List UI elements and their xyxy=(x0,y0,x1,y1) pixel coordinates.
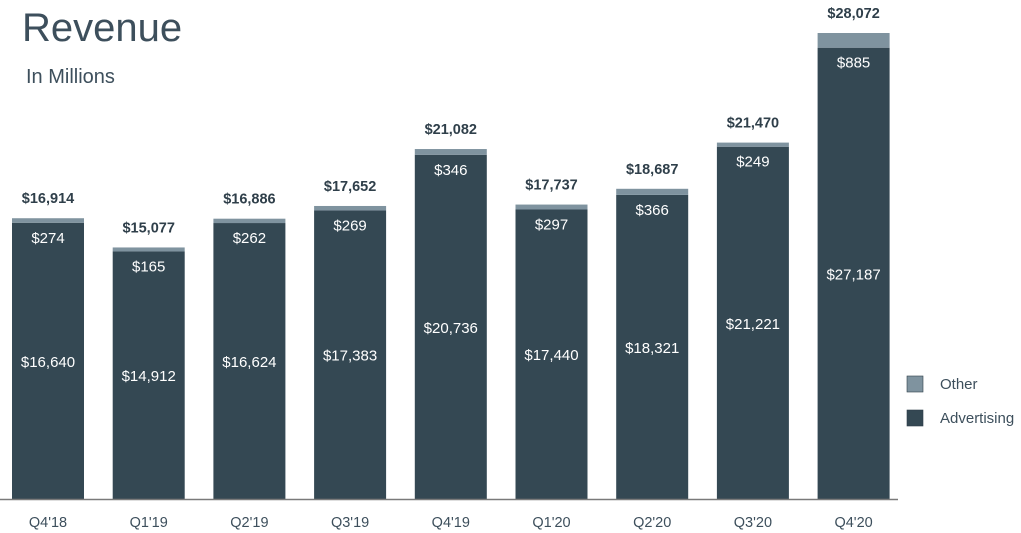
bar-other xyxy=(414,149,487,155)
x-tick-label: Q4'20 xyxy=(834,515,872,531)
bar-other xyxy=(112,247,185,252)
bar-advertising xyxy=(112,251,185,499)
other-value-label: $269 xyxy=(333,217,366,234)
bar-other xyxy=(12,218,84,223)
total-label: $18,687 xyxy=(626,162,678,178)
x-tick-label: Q2'19 xyxy=(230,515,268,531)
bar-advertising xyxy=(716,146,789,499)
bar-other xyxy=(716,142,789,147)
advertising-value-label: $20,736 xyxy=(424,320,478,337)
total-label: $21,470 xyxy=(727,116,779,132)
x-tick-label: Q1'19 xyxy=(130,515,168,531)
other-value-label: $297 xyxy=(535,216,568,233)
bar-other xyxy=(817,33,890,48)
advertising-value-label: $21,221 xyxy=(726,316,780,333)
x-tick-label: Q3'19 xyxy=(331,515,369,531)
total-label: $21,082 xyxy=(425,122,477,138)
other-value-label: $274 xyxy=(31,230,64,247)
total-label: $17,737 xyxy=(525,178,577,194)
other-value-label: $885 xyxy=(837,55,870,72)
bar-other xyxy=(213,218,286,224)
legend-swatch-other xyxy=(906,375,924,393)
advertising-value-label: $27,187 xyxy=(826,266,880,283)
bar-advertising xyxy=(616,194,689,499)
advertising-value-label: $17,440 xyxy=(524,347,578,364)
chart-subtitle: In Millions xyxy=(26,66,115,88)
legend-label-other: Other xyxy=(940,376,978,393)
other-value-label: $346 xyxy=(434,162,467,179)
bar-advertising xyxy=(414,154,487,499)
advertising-value-label: $17,383 xyxy=(323,348,377,365)
legend-swatch-advertising xyxy=(906,409,924,427)
other-value-label: $165 xyxy=(132,258,165,275)
total-label: $15,077 xyxy=(122,220,174,236)
other-value-label: $262 xyxy=(233,230,266,247)
bar-advertising xyxy=(12,222,84,500)
bar-advertising xyxy=(213,223,286,499)
advertising-value-label: $14,912 xyxy=(122,368,176,385)
advertising-value-label: $16,640 xyxy=(21,354,75,371)
x-tick-label: Q3'20 xyxy=(734,515,772,531)
total-label: $16,914 xyxy=(22,191,74,207)
chart-title: Revenue xyxy=(22,6,183,50)
bar-advertising xyxy=(314,210,387,500)
bar-advertising xyxy=(515,209,588,499)
x-tick-label: Q4'18 xyxy=(29,515,67,531)
other-value-label: $249 xyxy=(736,154,769,171)
bar-other xyxy=(515,204,588,210)
legend-label-advertising: Advertising xyxy=(940,410,1014,427)
total-label: $28,072 xyxy=(827,6,879,22)
bar-advertising xyxy=(817,47,890,499)
total-label: $16,886 xyxy=(223,192,275,208)
bar-other xyxy=(314,205,387,211)
advertising-value-label: $16,624 xyxy=(222,354,276,371)
other-value-label: $366 xyxy=(636,202,669,219)
advertising-value-label: $18,321 xyxy=(625,340,679,357)
x-tick-label: Q4'19 xyxy=(432,515,470,531)
bar-other xyxy=(616,188,689,195)
x-tick-label: Q1'20 xyxy=(532,515,570,531)
x-tick-label: Q2'20 xyxy=(633,515,671,531)
total-label: $17,652 xyxy=(324,179,376,195)
